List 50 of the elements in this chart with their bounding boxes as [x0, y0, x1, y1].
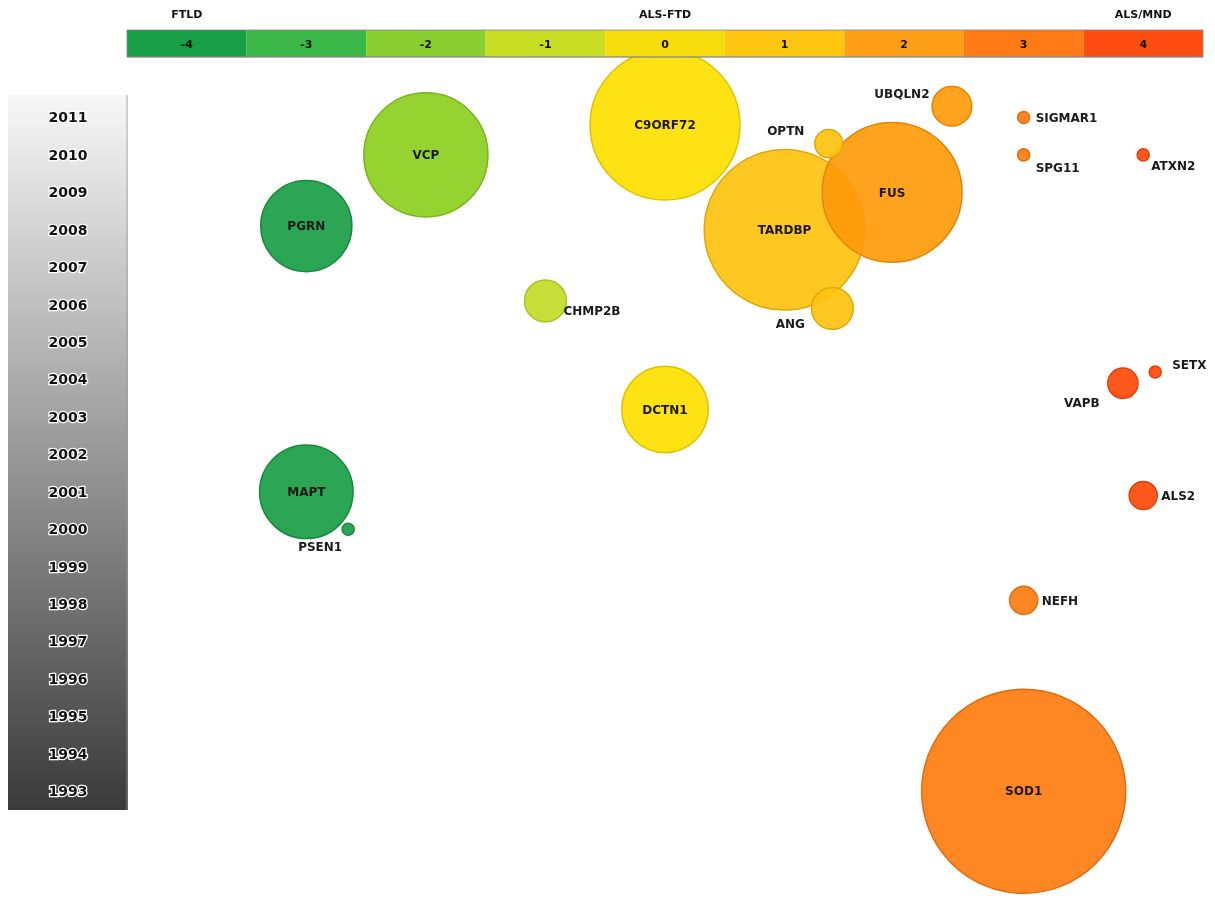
series-label: NEFH: [1041, 593, 1079, 608]
x-tick-label: 1: [780, 37, 789, 51]
series-label: OPTN: [767, 123, 805, 138]
series-label: SETX: [1172, 358, 1208, 373]
series-label: DCTN1: [642, 402, 688, 417]
y-tick-label: 2003: [48, 408, 88, 425]
x-tick-label: 2: [900, 37, 908, 51]
series-label: MAPT: [287, 485, 327, 500]
y-tick-label: 2001: [48, 483, 88, 500]
y-tick-label: 1996: [48, 670, 88, 687]
y-tick-label: 2007: [48, 259, 88, 276]
y-tick-label: 2009: [48, 184, 88, 201]
series-label: PGRN: [287, 219, 326, 234]
x-tick-label: -4: [180, 37, 194, 51]
series-label: CHMP2B: [563, 304, 621, 319]
y-tick-label: 2002: [48, 446, 88, 463]
x-tick-label: 0: [661, 37, 670, 51]
y-tick-label: 1998: [48, 596, 88, 613]
y-tick-label: 2010: [48, 146, 88, 163]
y-tick-label: 2005: [48, 333, 88, 350]
series-label: C9ORF72: [634, 118, 696, 133]
series-label: SIGMAR1: [1035, 110, 1098, 125]
x-tick-label: 3: [1019, 37, 1028, 51]
series-label: VCP: [412, 148, 440, 163]
series-label: TARDBP: [757, 222, 812, 237]
y-tick-label: 2004: [48, 371, 88, 388]
series-label: UBQLN2: [874, 87, 930, 102]
y-tick-label: 2000: [48, 521, 88, 538]
x-tick-label: 4: [1139, 37, 1148, 51]
text: ALS-FTD: [638, 8, 692, 21]
x-tick-label: -1: [539, 37, 552, 51]
series-label: ATXN2: [1151, 159, 1196, 174]
y-tick-label: 1994: [48, 745, 88, 762]
series-label: SOD1: [1005, 784, 1043, 799]
y-tick-label: 2011: [48, 109, 88, 126]
y-tick-label: 1999: [48, 558, 88, 575]
x-tick-label: -2: [419, 37, 433, 51]
series-label: PSEN1: [298, 540, 343, 555]
series-label: ANG: [775, 316, 805, 331]
series-label: VAPB: [1064, 396, 1100, 411]
series-label: ALS2: [1161, 488, 1196, 503]
series-label: FUS: [878, 185, 906, 200]
x-tick-label: -3: [300, 37, 313, 51]
y-tick-label: 1995: [48, 708, 88, 725]
series-label: SPG11: [1035, 161, 1080, 176]
y-tick-label: 2008: [48, 221, 88, 238]
y-tick-label: 1997: [48, 633, 88, 650]
y-tick-label: 2006: [48, 296, 88, 313]
text: ALS/MND: [1114, 8, 1172, 21]
text: FTLD: [171, 8, 203, 21]
